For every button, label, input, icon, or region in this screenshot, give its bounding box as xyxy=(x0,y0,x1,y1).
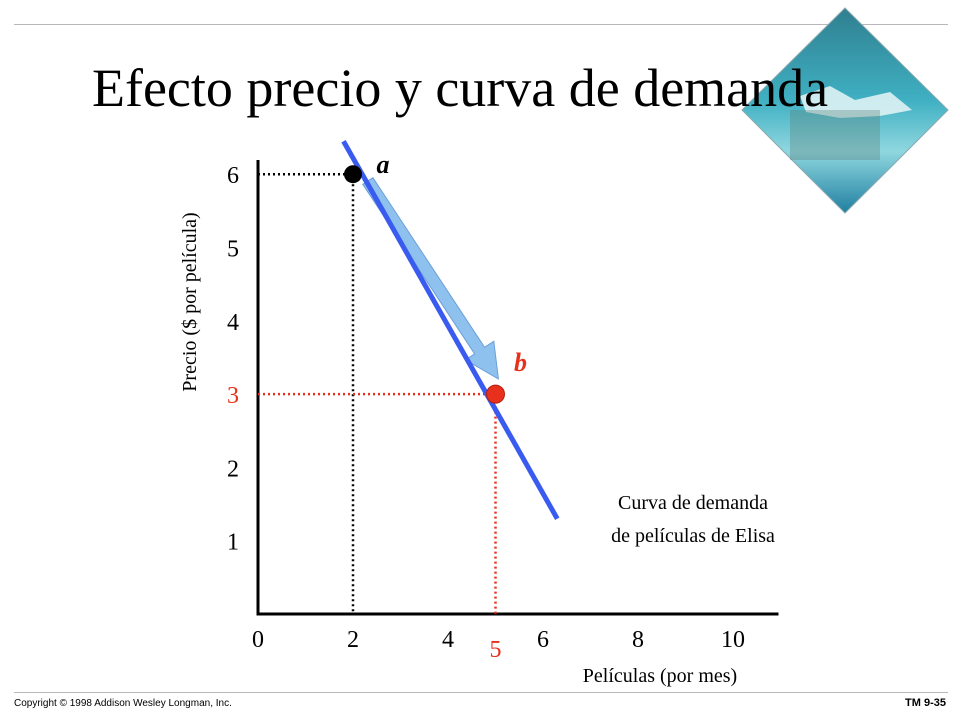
x-axis-label: Películas (por mes) xyxy=(583,665,737,687)
point-b-label: b xyxy=(514,348,527,377)
x-tick-highlight-5: 5 xyxy=(490,637,502,663)
bottom-rule xyxy=(14,692,948,693)
y-tick-3: 3 xyxy=(227,383,239,409)
point-a-marker xyxy=(344,165,362,184)
page-title: Efecto precio y curva de demanda xyxy=(92,58,829,118)
point-b-marker xyxy=(486,384,505,404)
curve-annotation-line-1: Curva de demanda xyxy=(618,492,768,514)
curve-annotation-line-2: de películas de Elisa xyxy=(611,525,775,547)
x-tick-10: 10 xyxy=(721,627,745,653)
top-rule xyxy=(14,24,948,25)
y-tick-6: 6 xyxy=(227,163,239,189)
y-tick-5: 5 xyxy=(227,237,239,263)
x-tick-2: 2 xyxy=(347,627,359,653)
x-tick-0: 0 xyxy=(252,627,264,653)
y-tick-1: 1 xyxy=(227,530,239,556)
demand-curve-0 xyxy=(341,139,560,520)
movement-arrow xyxy=(362,177,500,380)
y-tick-2: 2 xyxy=(227,456,239,482)
x-tick-4: 4 xyxy=(442,627,454,653)
point-a-label: a xyxy=(377,150,390,179)
y-axis-label: Precio ($ por película) xyxy=(179,212,201,391)
slide-id: TM 9-35 xyxy=(905,697,946,709)
x-tick-6: 6 xyxy=(537,627,549,653)
y-tick-4: 4 xyxy=(227,310,239,336)
copyright-text: Copyright © 1998 Addison Wesley Longman,… xyxy=(14,698,232,709)
x-tick-8: 8 xyxy=(632,627,644,653)
